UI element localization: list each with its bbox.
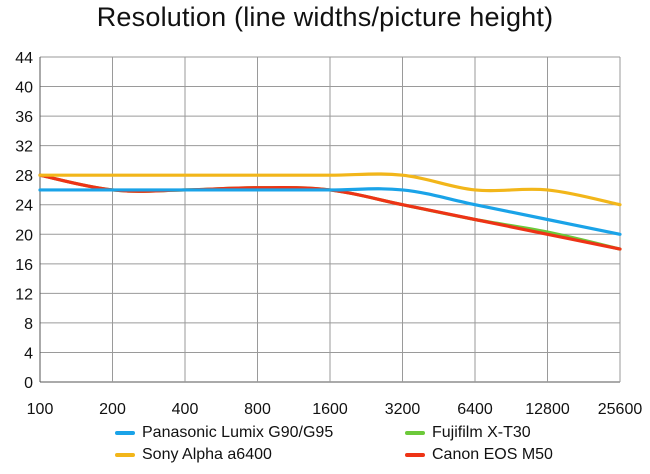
y-tick-label: 12 <box>15 286 33 303</box>
legend-swatch <box>115 453 135 457</box>
legend-label: Sony Alpha a6400 <box>142 446 272 463</box>
series-line-panasonic-lumix-g90-g95 <box>38 187 622 236</box>
x-tick-label: 100 <box>27 401 54 418</box>
y-tick-label: 44 <box>15 50 33 67</box>
y-tick-label: 36 <box>15 109 33 126</box>
x-tick-label: 800 <box>244 401 271 418</box>
x-tick-labels: 100 200 400 800 1600 3200 6400 12800 25600 <box>27 401 643 418</box>
y-tick-label: 16 <box>15 257 33 274</box>
series-lines <box>38 172 622 251</box>
x-tick-label: 6400 <box>457 401 493 418</box>
x-tick-label: 3200 <box>385 401 421 418</box>
x-tick-label: 400 <box>172 401 199 418</box>
y-tick-label: 0 <box>24 375 33 392</box>
y-tick-label: 24 <box>15 198 33 215</box>
y-tick-label: 4 <box>24 345 33 362</box>
x-tick-label: 200 <box>99 401 126 418</box>
legend-item: Sony Alpha a6400 <box>115 446 272 464</box>
y-tick-label: 28 <box>15 168 33 185</box>
legend-label: Canon EOS M50 <box>432 446 553 463</box>
y-tick-label: 20 <box>15 227 33 244</box>
legend-item: Panasonic Lumix G90/G95 <box>115 424 333 442</box>
y-tick-label: 8 <box>24 316 33 333</box>
grid-layer <box>39 56 621 383</box>
series-line-sony-alpha-a6400 <box>38 172 622 207</box>
legend-item: Canon EOS M50 <box>405 446 553 464</box>
y-tick-label: 32 <box>15 139 33 156</box>
legend-item: Fujifilm X-T30 <box>405 424 531 442</box>
legend-label: Panasonic Lumix G90/G95 <box>142 424 334 441</box>
y-tick-labels: 0 4 8 12 16 20 24 28 32 36 40 44 <box>15 50 33 392</box>
chart-title: Resolution (line widths/picture height) <box>96 2 554 32</box>
legend-label: Fujifilm X-T30 <box>432 424 531 441</box>
legend-swatch <box>405 453 425 457</box>
legend-swatch <box>115 431 135 435</box>
legend-swatch <box>405 431 425 435</box>
x-tick-label: 1600 <box>312 401 348 418</box>
y-tick-label: 40 <box>15 80 33 97</box>
x-tick-label: 25600 <box>598 401 643 418</box>
x-tick-label: 12800 <box>525 401 570 418</box>
